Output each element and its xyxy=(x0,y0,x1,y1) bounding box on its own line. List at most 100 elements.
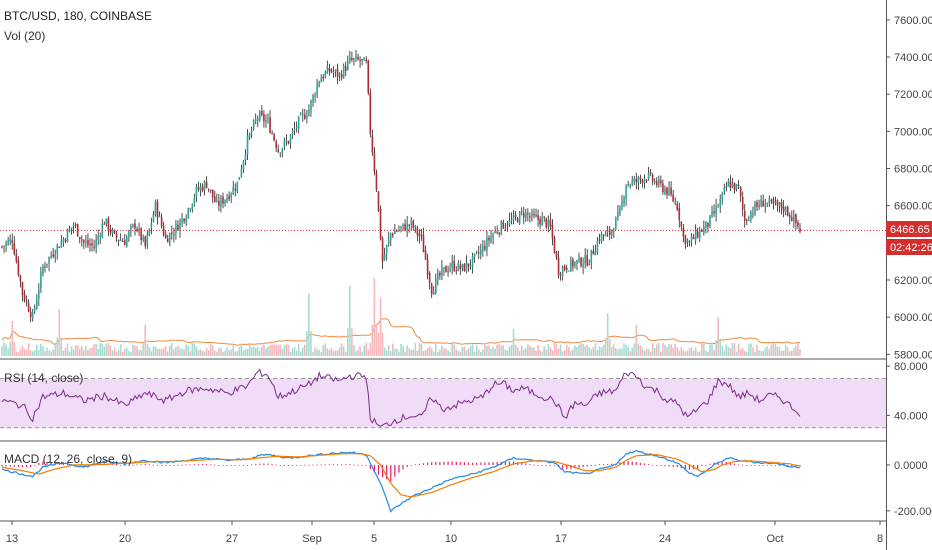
candle xyxy=(576,259,578,271)
candle-body xyxy=(504,226,507,228)
volume-bar xyxy=(175,347,177,356)
candle xyxy=(83,239,85,250)
volume-bar xyxy=(228,350,230,356)
candle xyxy=(252,119,255,131)
volume-bar xyxy=(453,344,455,356)
volume-bar xyxy=(336,350,339,356)
candle xyxy=(158,211,161,218)
candle-body xyxy=(635,178,638,183)
candle xyxy=(598,233,601,245)
candle-body xyxy=(541,217,543,226)
volume-bar xyxy=(353,345,355,356)
candle-body xyxy=(590,249,593,263)
candle xyxy=(400,225,402,233)
candle xyxy=(774,196,777,206)
candle xyxy=(359,56,361,68)
candle xyxy=(527,208,529,222)
rsi-pane[interactable]: 80.000 40.000 xyxy=(0,361,928,429)
candle xyxy=(553,235,556,254)
volume-bar xyxy=(432,351,435,356)
candle-body xyxy=(739,186,742,197)
candle-body xyxy=(240,169,243,177)
volume-bar xyxy=(584,345,586,356)
candle-body xyxy=(576,260,578,264)
candle xyxy=(688,240,691,247)
macd-histogram-bar xyxy=(562,464,564,469)
candle xyxy=(754,200,756,216)
volume-bar xyxy=(649,351,652,356)
macd-histogram-bar xyxy=(660,464,662,466)
candle-body xyxy=(561,267,564,277)
candle-body xyxy=(447,271,449,273)
candle xyxy=(7,236,9,246)
volume-bar xyxy=(70,346,73,356)
candle-body xyxy=(610,230,613,236)
volume-bar xyxy=(183,349,185,356)
candlestick-series[interactable] xyxy=(1,49,801,323)
volume-bar xyxy=(692,350,695,356)
price-axis[interactable]: 7600.00 7400.00 7200.00 7000.00 6800.00 6600.… xyxy=(886,15,932,361)
volume-bar xyxy=(46,347,48,356)
macd-pane[interactable]: 0.0000 -200.0000 xyxy=(1,449,932,518)
volume-bar xyxy=(400,343,402,356)
candle-body xyxy=(246,135,249,156)
candle xyxy=(273,132,275,142)
volume-bar xyxy=(578,344,580,356)
volume-bar xyxy=(107,343,110,356)
price-tick-label: 5800.00 xyxy=(894,349,932,361)
candle xyxy=(344,61,347,76)
candle xyxy=(426,253,429,280)
volume-bar xyxy=(58,309,61,356)
candle xyxy=(185,214,187,227)
volume-bar xyxy=(271,344,273,356)
time-axis[interactable]: 13 20 27 Sep 5 10 17 24 Oct 8 xyxy=(6,521,883,545)
candle-body xyxy=(484,246,486,250)
volume-bar xyxy=(60,337,63,356)
candle-body xyxy=(365,59,368,62)
volume-bar xyxy=(486,345,488,356)
candle xyxy=(275,139,277,152)
candle-body xyxy=(320,78,322,83)
candle xyxy=(629,183,631,189)
candle-body xyxy=(89,244,91,246)
candle xyxy=(604,230,607,237)
candle xyxy=(551,219,554,246)
volume-bar xyxy=(477,349,480,356)
macd-histogram-bar xyxy=(643,463,646,465)
macd-histogram-bar xyxy=(783,464,785,466)
time-tick-label: 27 xyxy=(226,533,238,545)
candle-body xyxy=(711,211,713,216)
volume-bar xyxy=(121,351,124,356)
volume-bar xyxy=(347,327,349,356)
macd-histogram-bar xyxy=(496,462,498,465)
candle xyxy=(173,227,175,243)
volume-bar xyxy=(772,343,775,356)
volume-bar xyxy=(459,352,462,356)
candle-body xyxy=(477,252,480,254)
volume-bar xyxy=(795,346,797,356)
volume-bar xyxy=(463,346,466,356)
candle-body xyxy=(731,183,734,188)
candle xyxy=(68,225,71,233)
candle-body xyxy=(238,177,241,180)
volume-bar xyxy=(197,349,200,356)
candle-body xyxy=(42,266,44,275)
macd-histogram-bar xyxy=(242,464,245,466)
price-tick-label: 6800.00 xyxy=(894,163,932,175)
candle-body xyxy=(5,242,7,247)
candle xyxy=(715,198,717,222)
candle-body xyxy=(347,60,349,70)
candle-body xyxy=(109,229,112,233)
candle xyxy=(279,152,282,158)
candle-body xyxy=(643,178,646,183)
candle-body xyxy=(567,270,570,272)
macd-histogram-bar xyxy=(156,464,159,466)
candle-body xyxy=(156,201,159,218)
candle xyxy=(700,228,703,232)
candle-body xyxy=(649,172,652,174)
candle-body xyxy=(168,233,171,244)
candle xyxy=(144,235,147,249)
candle xyxy=(541,212,543,226)
volume-bar xyxy=(404,351,406,356)
